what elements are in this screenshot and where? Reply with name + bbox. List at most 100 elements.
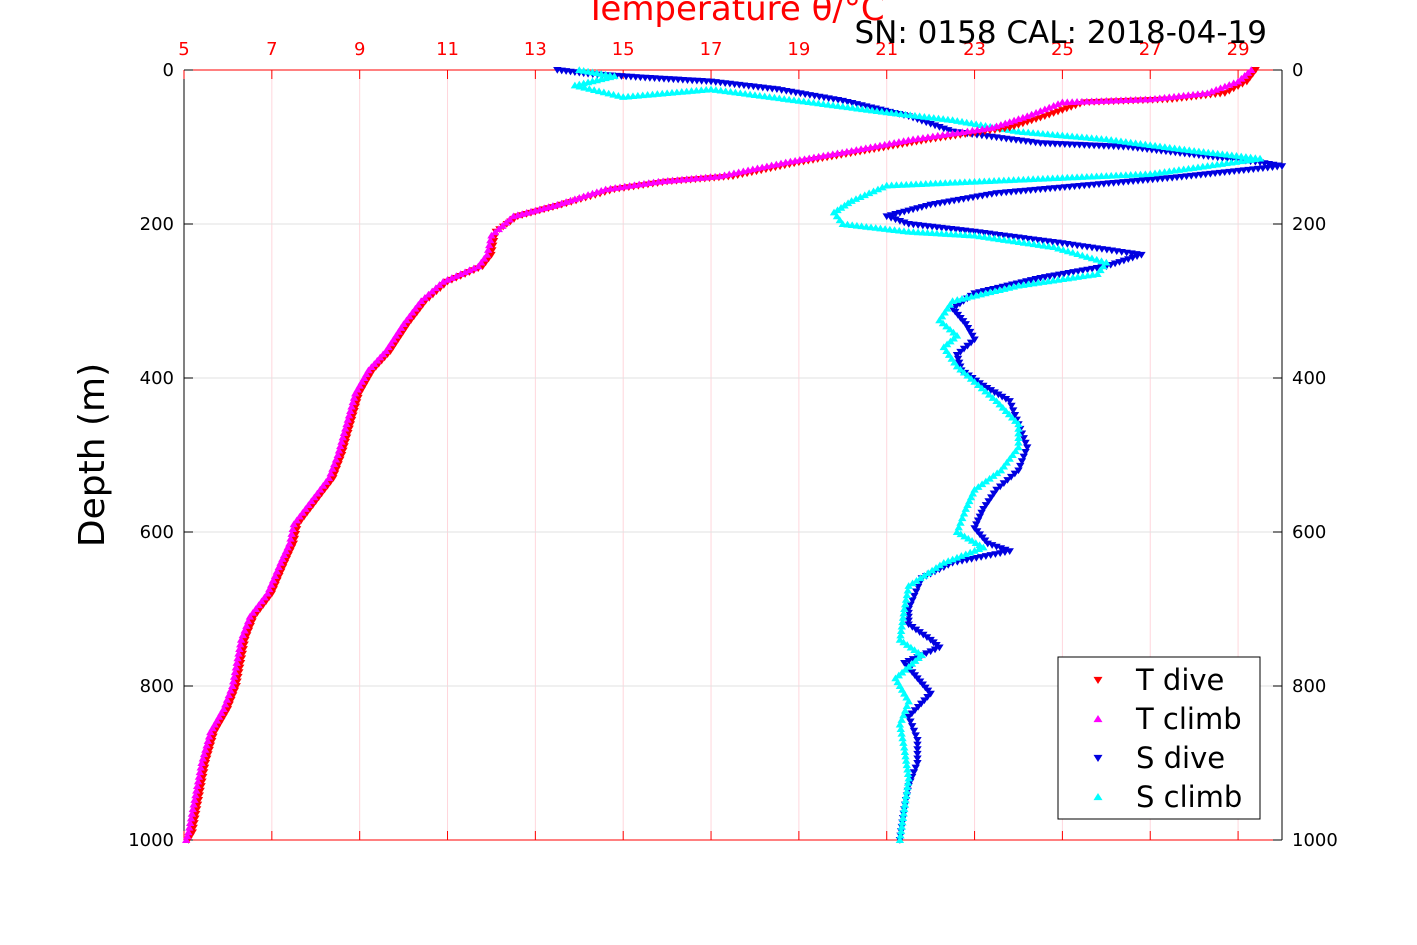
data-point (231, 663, 241, 671)
data-point (1146, 141, 1155, 149)
data-point (875, 141, 885, 149)
data-point (977, 384, 987, 392)
data-point (906, 643, 916, 651)
data-point (310, 493, 319, 501)
data-point (757, 163, 767, 171)
data-point (853, 104, 862, 112)
depth-tick-label-left: 0 (163, 60, 174, 81)
data-point (347, 402, 356, 410)
data-point (313, 489, 322, 497)
data-point (1063, 274, 1073, 282)
data-point (978, 125, 987, 133)
data-point (329, 475, 338, 482)
data-point (1039, 241, 1048, 249)
data-point (191, 791, 200, 799)
data-point (346, 407, 355, 414)
data-point (1063, 247, 1073, 255)
data-point (1141, 140, 1150, 148)
data-point (997, 393, 1007, 401)
data-point (953, 296, 962, 303)
data-point (229, 672, 239, 680)
data-point (236, 659, 246, 667)
data-point (977, 480, 987, 488)
data-point (1005, 118, 1014, 125)
data-point (324, 474, 334, 482)
data-point (483, 246, 493, 253)
data-point (278, 564, 288, 571)
data-point (1049, 102, 1058, 109)
data-point (896, 827, 906, 835)
data-point (922, 650, 931, 658)
data-point (599, 88, 609, 96)
legend-marker-t-dive (1093, 676, 1103, 685)
data-point (990, 234, 999, 242)
data-point (244, 627, 254, 635)
data-point (411, 304, 420, 312)
data-point (908, 579, 917, 587)
data-point (898, 814, 908, 821)
data-point (995, 286, 1004, 293)
data-point (959, 509, 969, 517)
data-point (1058, 275, 1068, 283)
data-point (1014, 281, 1023, 289)
data-point (902, 787, 911, 795)
data-point (267, 590, 277, 598)
data-point (498, 222, 507, 229)
data-point (1024, 280, 1033, 288)
data-point (1126, 138, 1135, 146)
data-point (197, 759, 206, 766)
depth-ticks: 0 0 200 200 400 400 600 600 800 800 1000 1000 (128, 60, 1338, 851)
data-point (1092, 255, 1101, 263)
data-point (240, 626, 249, 634)
data-point (594, 87, 604, 95)
data-point (896, 627, 906, 634)
data-point (913, 736, 922, 744)
data-point (962, 293, 971, 301)
data-point (952, 553, 962, 561)
data-point (1160, 143, 1170, 150)
data-point (348, 398, 357, 406)
temperature-tick-label: 13 (524, 39, 547, 60)
depth-tick-label-left: 800 (140, 676, 174, 697)
data-point (968, 126, 977, 134)
data-point (900, 801, 910, 808)
data-point (460, 268, 470, 276)
data-point (948, 129, 957, 137)
data-point (1097, 257, 1106, 265)
data-point (242, 622, 251, 629)
data-point (721, 87, 730, 95)
data-point (488, 242, 498, 250)
data-point (1245, 74, 1254, 82)
data-point (1053, 276, 1063, 283)
data-point (192, 782, 202, 790)
data-point (1014, 425, 1023, 432)
data-point (935, 316, 944, 324)
data-point (339, 447, 348, 455)
data-point (456, 270, 465, 277)
data-point (339, 429, 349, 436)
data-point (350, 408, 359, 415)
legend-label-t-dive: T dive (1135, 663, 1224, 697)
data-point (488, 247, 497, 254)
data-point (900, 805, 909, 813)
data-point (487, 251, 496, 259)
data-point (939, 559, 949, 566)
data-point (988, 394, 998, 401)
data-point (974, 545, 984, 553)
data-point (1088, 270, 1097, 278)
data-point (343, 416, 352, 423)
data-point (1005, 398, 1014, 405)
data-point (1242, 78, 1252, 86)
data-point (895, 720, 905, 728)
data-point (958, 514, 967, 522)
data-point (199, 750, 209, 758)
data-point (1102, 258, 1111, 266)
data-point (866, 143, 875, 151)
data-point (760, 92, 769, 100)
data-point (239, 646, 248, 653)
data-point (490, 228, 500, 236)
data-point (1014, 434, 1023, 441)
data-point (899, 809, 908, 817)
data-point (228, 682, 237, 689)
data-point (263, 589, 272, 597)
